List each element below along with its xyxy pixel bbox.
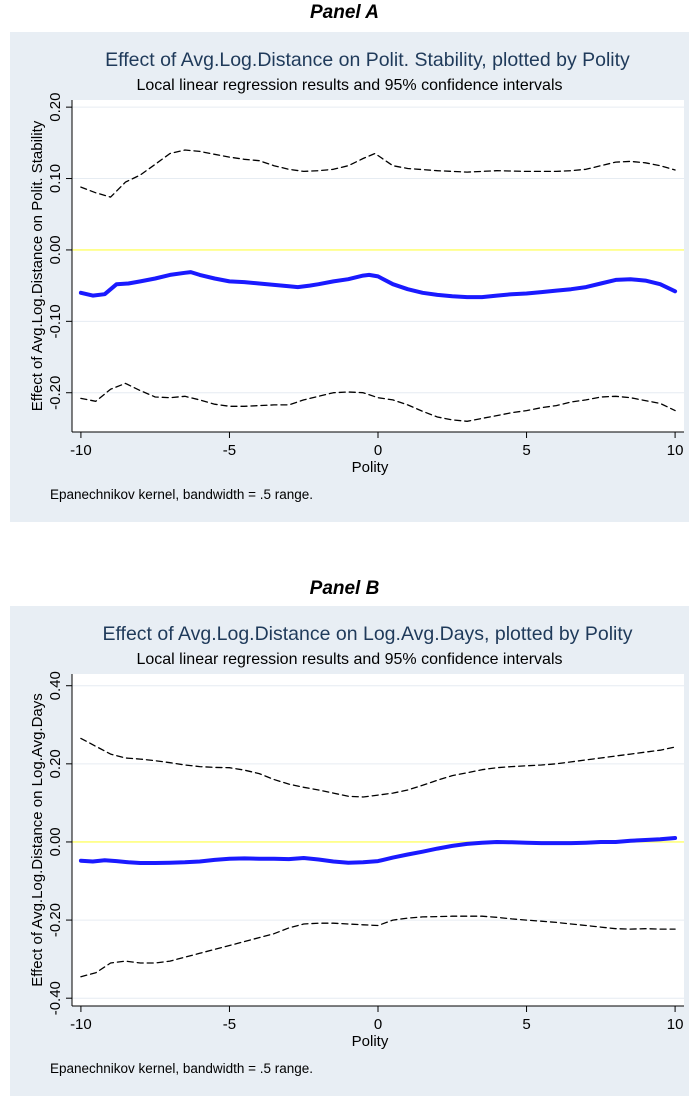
x-tick-label: 5 [522, 442, 530, 459]
chart-title: Effect of Avg.Log.Distance on Polit. Sta… [105, 49, 630, 71]
x-tick-label: -10 [70, 1016, 92, 1033]
series-lower-ci-line [80, 382, 676, 422]
y-tick-label: 0.20 [47, 93, 64, 122]
x-tick-label: -5 [223, 1016, 236, 1033]
x-tick-label: -10 [70, 442, 92, 459]
series-upper-ci-line [80, 149, 676, 198]
y-tick-label: 0.00 [47, 827, 64, 856]
x-tick-label: 10 [667, 442, 684, 459]
y-tick-label: 0.40 [47, 671, 64, 700]
x-axis-title: Polity [352, 459, 389, 476]
x-tick-label: 10 [667, 1016, 684, 1033]
x-axis-title: Polity [352, 1033, 389, 1050]
x-tick-label: 0 [374, 442, 382, 459]
y-tick-label: 0.20 [47, 749, 64, 778]
y-axis-title: Effect of Avg.Log.Distance on Log.Avg.Da… [29, 693, 46, 987]
chart-title: Effect of Avg.Log.Distance on Log.Avg.Da… [102, 623, 632, 645]
chart-panel-a: Effect of Avg.Log.Distance on Polit. Sta… [10, 32, 689, 522]
chart-a-svg: Effect of Avg.Log.Distance on Polit. Sta… [10, 32, 689, 522]
y-tick-label: -0.10 [47, 304, 64, 338]
y-axis-title: Effect of Avg.Log.Distance on Polit. Sta… [29, 120, 46, 411]
x-tick-label: 5 [522, 1016, 530, 1033]
panel-a-label: Panel A [310, 2, 379, 23]
series-estimate-line [78, 836, 678, 865]
panel-b-label: Panel B [309, 578, 380, 599]
plot-region [72, 100, 684, 432]
y-tick-label: 0.10 [47, 164, 64, 193]
y-tick-label: -0.40 [47, 981, 64, 1015]
series-upper-ci-line [80, 737, 676, 798]
x-tick-label: 0 [374, 1016, 382, 1033]
chart-note: Epanechnikov kernel, bandwidth = .5 rang… [50, 487, 313, 502]
chart-panel-b: Effect of Avg.Log.Distance on Log.Avg.Da… [10, 606, 689, 1096]
chart-subtitle: Local linear regression results and 95% … [136, 77, 562, 94]
plot-region [72, 674, 684, 1006]
x-tick-label: -5 [223, 442, 236, 459]
chart-note: Epanechnikov kernel, bandwidth = .5 rang… [50, 1061, 313, 1076]
y-tick-label: -0.20 [47, 903, 64, 937]
y-tick-label: -0.20 [47, 376, 64, 410]
chart-b-svg: Effect of Avg.Log.Distance on Log.Avg.Da… [10, 606, 689, 1096]
series-lower-ci-line [80, 915, 676, 978]
y-tick-label: 0.00 [47, 235, 64, 264]
chart-subtitle: Local linear regression results and 95% … [136, 651, 562, 668]
series-estimate-line [78, 270, 678, 300]
